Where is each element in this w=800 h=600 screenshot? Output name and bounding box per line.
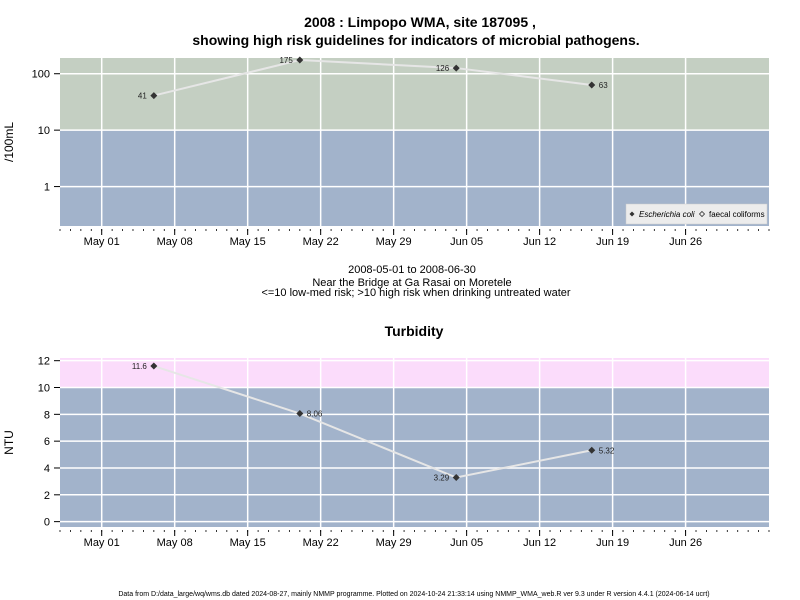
high-risk-band [60, 358, 769, 388]
x-tick-label: May 15 [230, 537, 266, 549]
y-tick-label: 1 [44, 182, 50, 194]
y-tick-label: 4 [44, 463, 50, 475]
y-tick-label: 12 [38, 356, 50, 368]
x-tick-label: Jun 26 [669, 537, 702, 549]
turbidity-title: Turbidity [385, 323, 444, 339]
y-tick-label: 6 [44, 436, 50, 448]
y-tick-label: 8 [44, 409, 50, 421]
x-tick-label: Jun 26 [669, 236, 702, 248]
x-tick-label: Jun 19 [596, 236, 629, 248]
data-point [296, 56, 304, 64]
data-label: 126 [436, 64, 450, 73]
data-label: 11.6 [132, 362, 148, 371]
data-point [452, 474, 460, 482]
data-point [150, 92, 158, 100]
data-point [150, 362, 158, 370]
x-tick-label: May 29 [376, 537, 412, 549]
x-tick-label: May 29 [376, 236, 412, 248]
y-axis-label: NTU [2, 430, 16, 455]
data-label: 175 [279, 56, 293, 65]
low-risk-band [60, 387, 769, 527]
footer-note: Data from D:/data_large/wq/wms.db dated … [118, 591, 709, 598]
series-line [153, 365, 592, 479]
data-label: 3.29 [434, 474, 450, 483]
legend-faecal-label: faecal coliforms [709, 210, 765, 219]
x-tick-label: Jun 05 [450, 236, 483, 248]
legend-box [625, 203, 768, 225]
turbidity-chart-panel: 0 2 4 6 8 10 12 May 01 May 08 May 15 May 22 May 29 J… [2, 356, 770, 549]
y-tick-label: 2 [44, 490, 50, 502]
y-tick-label: 10 [38, 383, 50, 395]
main-title-line-1: 2008 : Limpopo WMA, site 187095 , [304, 14, 536, 30]
data-label: 5.32 [599, 446, 615, 455]
main-title-line-2: showing high risk guidelines for indicat… [192, 32, 639, 48]
x-tick-label: May 15 [230, 236, 266, 248]
x-tick-label: Jun 12 [523, 236, 556, 248]
y-tick-label: 0 [44, 517, 50, 529]
series-line [153, 59, 592, 97]
x-tick-label: Jun 05 [450, 537, 483, 549]
legend-ecoli-label: Escherichia coli [639, 210, 695, 219]
caption-risk-note: <=10 low-med risk; >10 high risk when dr… [261, 287, 570, 299]
data-label: 8.06 [307, 410, 323, 419]
y-tick-label: 100 [32, 69, 50, 81]
data-label: 63 [599, 81, 608, 90]
data-point [296, 410, 304, 418]
x-tick-label: May 01 [84, 537, 120, 549]
data-label: 41 [138, 92, 147, 101]
data-point [452, 64, 460, 72]
microbial-chart-panel: 1 10 100 May 01 May 08 May 15 May 22 May 29 Jun … [2, 56, 770, 248]
data-point [588, 81, 596, 89]
x-tick-label: Jun 19 [596, 537, 629, 549]
x-tick-label: May 22 [303, 537, 339, 549]
legend-ecoli-marker [629, 211, 635, 217]
y-axis-label: /100mL [2, 122, 16, 162]
caption-date-range: 2008-05-01 to 2008-06-30 [348, 264, 476, 276]
high-risk-band [60, 58, 769, 131]
x-tick-label: May 01 [84, 236, 120, 248]
legend-faecal-marker [698, 210, 706, 218]
data-point [588, 446, 596, 454]
x-tick-label: Jun 12 [523, 537, 556, 549]
caption-site: Near the Bridge at Ga Rasai on Moretele [312, 277, 511, 289]
y-tick-label: 10 [38, 125, 50, 137]
x-tick-label: May 22 [303, 236, 339, 248]
x-tick-label: May 08 [157, 537, 193, 549]
x-tick-label: May 08 [157, 236, 193, 248]
